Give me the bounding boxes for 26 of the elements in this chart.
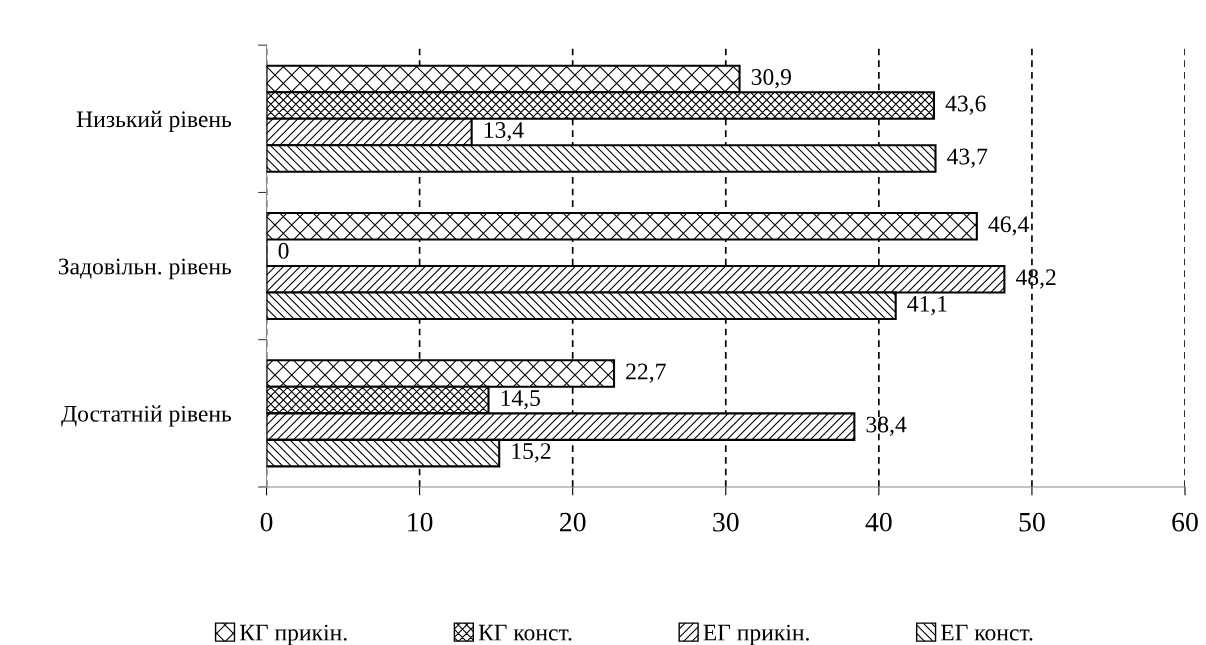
- data-label: 48,2: [1015, 269, 1056, 289]
- y-tick-label: Низький рівень: [76, 110, 232, 133]
- data-label: 30,9: [751, 69, 792, 89]
- y-tick-label: Достатній рівень: [61, 405, 232, 427]
- data-label: 14,5: [501, 390, 540, 410]
- legend-label: КГ конст.: [478, 624, 572, 641]
- data-label: 15,2: [512, 443, 551, 463]
- data-label: 43,6: [945, 95, 986, 115]
- data-label: 38,4: [866, 416, 907, 436]
- x-tick-label: 20: [560, 512, 586, 532]
- legend-label: ЕГ прикін.: [703, 624, 809, 645]
- data-label: 22,7: [626, 363, 666, 383]
- x-tick-label: 0: [260, 512, 273, 532]
- x-tick-label: 60: [1172, 512, 1198, 532]
- data-label: 46,4: [988, 216, 1029, 236]
- x-tick-label: 50: [1019, 512, 1045, 532]
- legend-label: КГ прикін.: [239, 624, 347, 645]
- x-tick-label: 10: [408, 512, 433, 532]
- x-tick-label: 40: [865, 512, 892, 532]
- data-label: 43,7: [947, 148, 988, 168]
- x-tick-label: 30: [713, 512, 739, 532]
- legend-label: ЕГ конст.: [940, 624, 1033, 641]
- data-label: 13,4: [484, 122, 524, 142]
- y-tick-label: Задовільн. рівень: [58, 258, 232, 280]
- data-label: 0: [278, 242, 289, 259]
- data-label: 41,1: [907, 295, 947, 316]
